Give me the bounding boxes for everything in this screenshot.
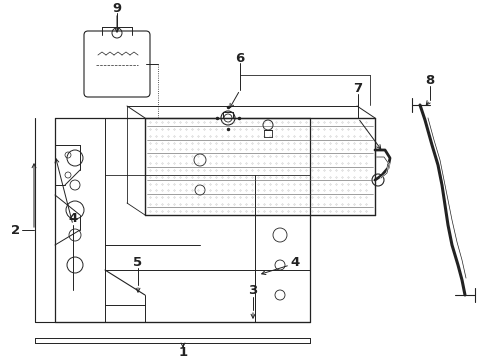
Text: 6: 6 (235, 51, 245, 64)
Text: 5: 5 (133, 256, 143, 269)
Text: 9: 9 (112, 1, 122, 14)
Text: 4: 4 (291, 256, 299, 269)
Text: 2: 2 (11, 224, 21, 237)
Text: 3: 3 (248, 284, 258, 297)
Text: 8: 8 (425, 73, 435, 86)
Text: 7: 7 (353, 81, 363, 94)
Text: 4: 4 (69, 211, 77, 225)
Text: 1: 1 (178, 346, 188, 359)
